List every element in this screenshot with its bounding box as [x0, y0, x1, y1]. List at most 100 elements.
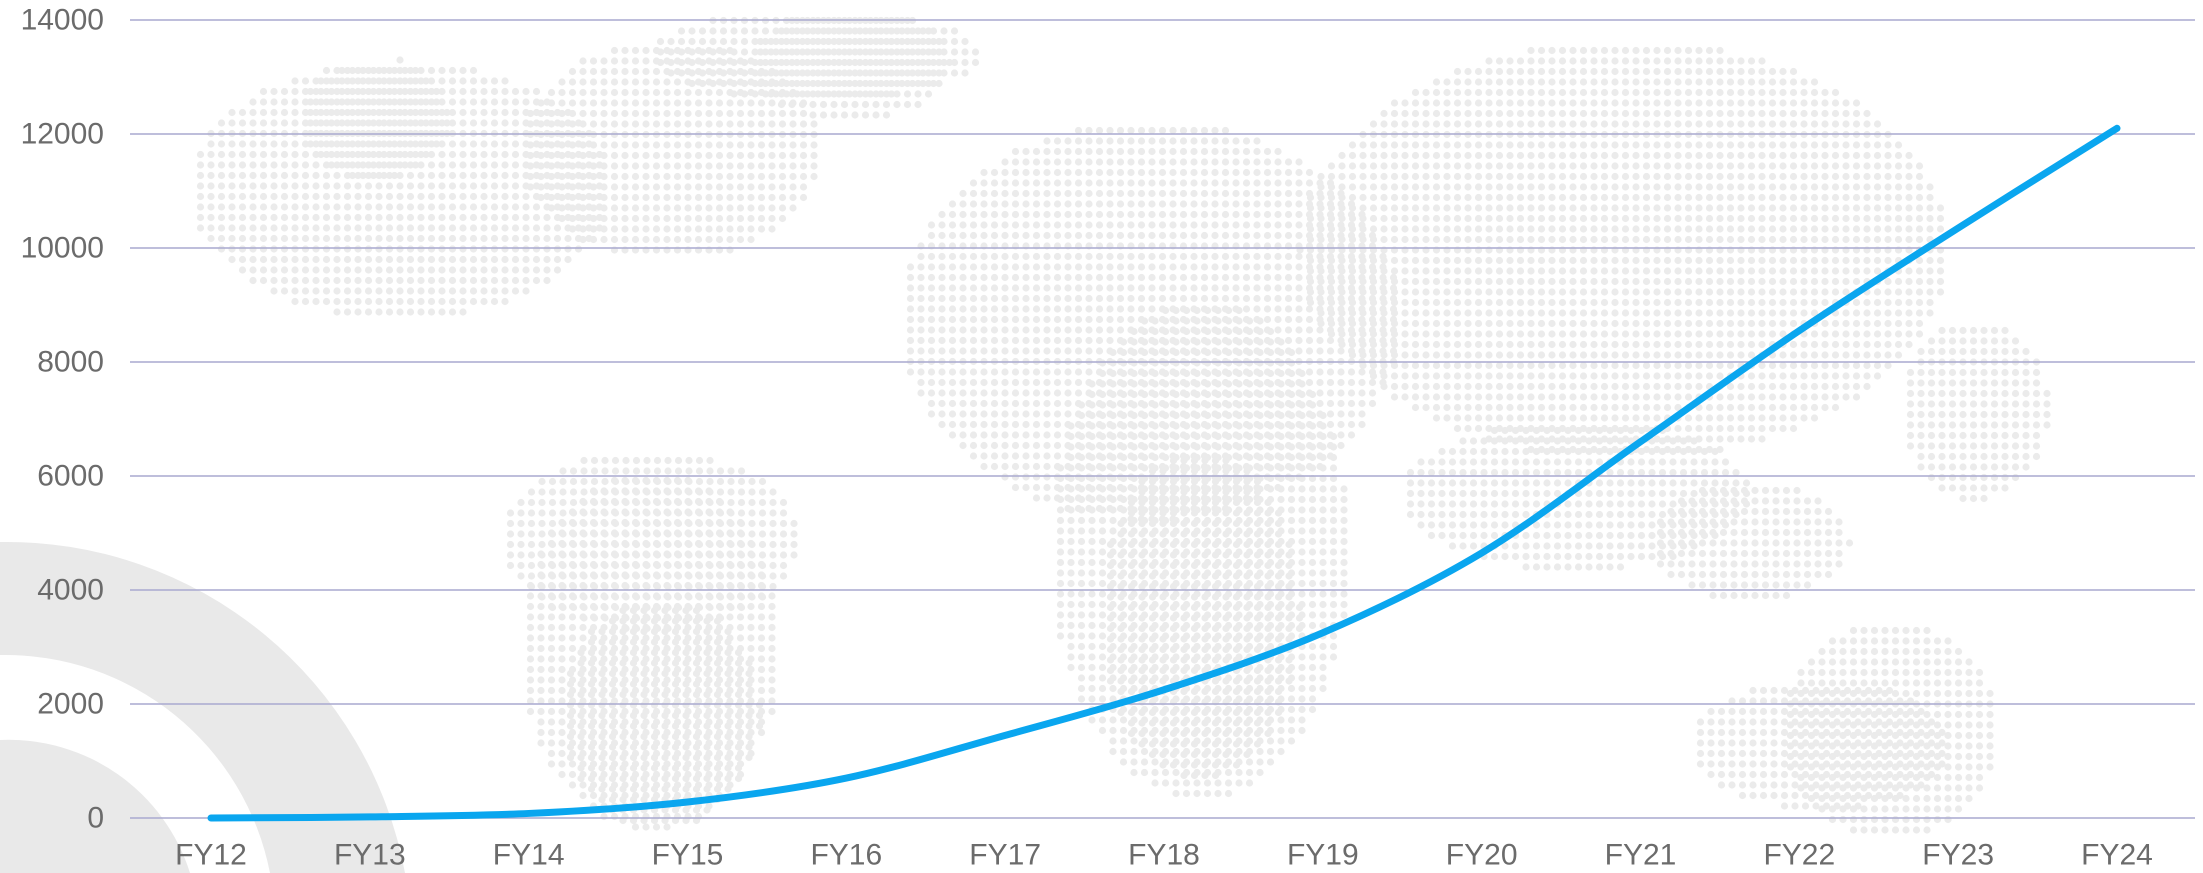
map-dot	[385, 171, 394, 180]
map-dot	[705, 88, 713, 97]
map-dot	[249, 119, 257, 127]
map-dot	[663, 487, 671, 495]
map-dot	[333, 161, 341, 169]
map-dot	[757, 109, 766, 118]
map-dot	[333, 77, 341, 85]
map-dot	[1095, 221, 1104, 229]
map-dot	[589, 214, 598, 223]
map-dot	[948, 200, 957, 208]
map-dot	[547, 141, 556, 149]
map-dot	[642, 539, 650, 548]
map-dot	[893, 69, 901, 77]
map-dot	[631, 204, 640, 212]
map-dot	[1256, 401, 1264, 409]
map-dot	[872, 27, 880, 35]
map-dot	[1340, 495, 1348, 504]
map-dot	[459, 150, 467, 159]
map-dot	[1169, 189, 1177, 198]
map-dot	[526, 665, 535, 674]
map-dot	[782, 69, 791, 77]
map-dot	[343, 66, 352, 75]
map-dot	[684, 592, 692, 600]
map-dot	[259, 234, 268, 243]
map-dot	[417, 287, 425, 295]
map-dot	[684, 581, 692, 590]
map-dot	[306, 119, 315, 127]
map-dot	[1022, 336, 1030, 345]
map-dot	[522, 266, 530, 274]
map-dot	[730, 37, 738, 46]
map-dot	[1158, 189, 1167, 198]
map-dot	[1232, 158, 1240, 166]
map-dot	[291, 150, 299, 159]
map-dot	[673, 235, 682, 244]
map-dot	[914, 48, 922, 56]
map-dot	[959, 189, 967, 198]
map-dot	[1172, 380, 1180, 388]
map-dot	[903, 90, 912, 98]
map-dot	[1200, 200, 1209, 208]
map-dot	[438, 161, 446, 169]
map-dot	[417, 171, 425, 180]
map-dot	[1074, 273, 1083, 282]
map-dot	[642, 67, 650, 76]
map-dot	[1214, 359, 1222, 367]
map-dot	[631, 518, 640, 527]
map-dot	[705, 602, 713, 611]
map-dot	[969, 179, 978, 187]
map-dot	[1011, 420, 1020, 429]
map-dot	[761, 58, 770, 67]
map-dot	[558, 707, 566, 716]
map-dot	[856, 69, 864, 77]
map-dot	[217, 119, 226, 127]
map-dot	[469, 276, 478, 285]
map-dot	[1161, 359, 1170, 367]
map-dot	[1001, 294, 1009, 303]
map-dot	[1148, 168, 1156, 177]
map-dot	[532, 203, 541, 211]
map-dot	[459, 182, 467, 190]
map-dot	[1274, 147, 1282, 156]
map-dot	[579, 623, 587, 632]
map-dot	[459, 276, 467, 285]
map-dot	[969, 336, 978, 345]
map-dot	[364, 266, 373, 274]
map-dot	[1127, 158, 1135, 166]
map-dot	[757, 99, 766, 107]
map-dot	[788, 100, 796, 109]
map-dot	[684, 623, 692, 632]
map-dot	[259, 266, 268, 274]
map-dot	[1067, 495, 1075, 504]
map-dot	[448, 308, 457, 316]
map-dot	[642, 78, 650, 86]
map-dot	[980, 368, 988, 376]
map-dot	[830, 37, 838, 46]
map-dot	[1085, 221, 1093, 229]
map-dot	[726, 193, 734, 202]
map-dot	[642, 120, 650, 128]
map-dot	[685, 456, 693, 465]
map-dot	[726, 770, 734, 779]
map-dot	[1137, 221, 1146, 229]
map-dot	[621, 193, 629, 202]
map-dot	[411, 77, 420, 85]
map-dot	[359, 108, 367, 117]
map-dot	[757, 623, 766, 632]
map-dot	[1137, 168, 1146, 177]
map-dot	[579, 592, 587, 600]
map-dot	[427, 245, 436, 253]
map-dot	[1140, 317, 1149, 325]
map-dot	[600, 749, 608, 758]
map-dot	[631, 539, 640, 548]
map-dot	[1200, 284, 1209, 292]
map-dot	[579, 770, 587, 779]
map-dot	[866, 90, 875, 98]
map-dot	[600, 162, 608, 170]
map-dot	[301, 234, 310, 243]
map-dot	[1232, 189, 1240, 198]
map-dot	[1116, 147, 1125, 156]
map-dot	[610, 183, 619, 191]
map-dot	[380, 87, 388, 96]
map-dot	[694, 613, 703, 621]
map-dot	[882, 79, 891, 88]
